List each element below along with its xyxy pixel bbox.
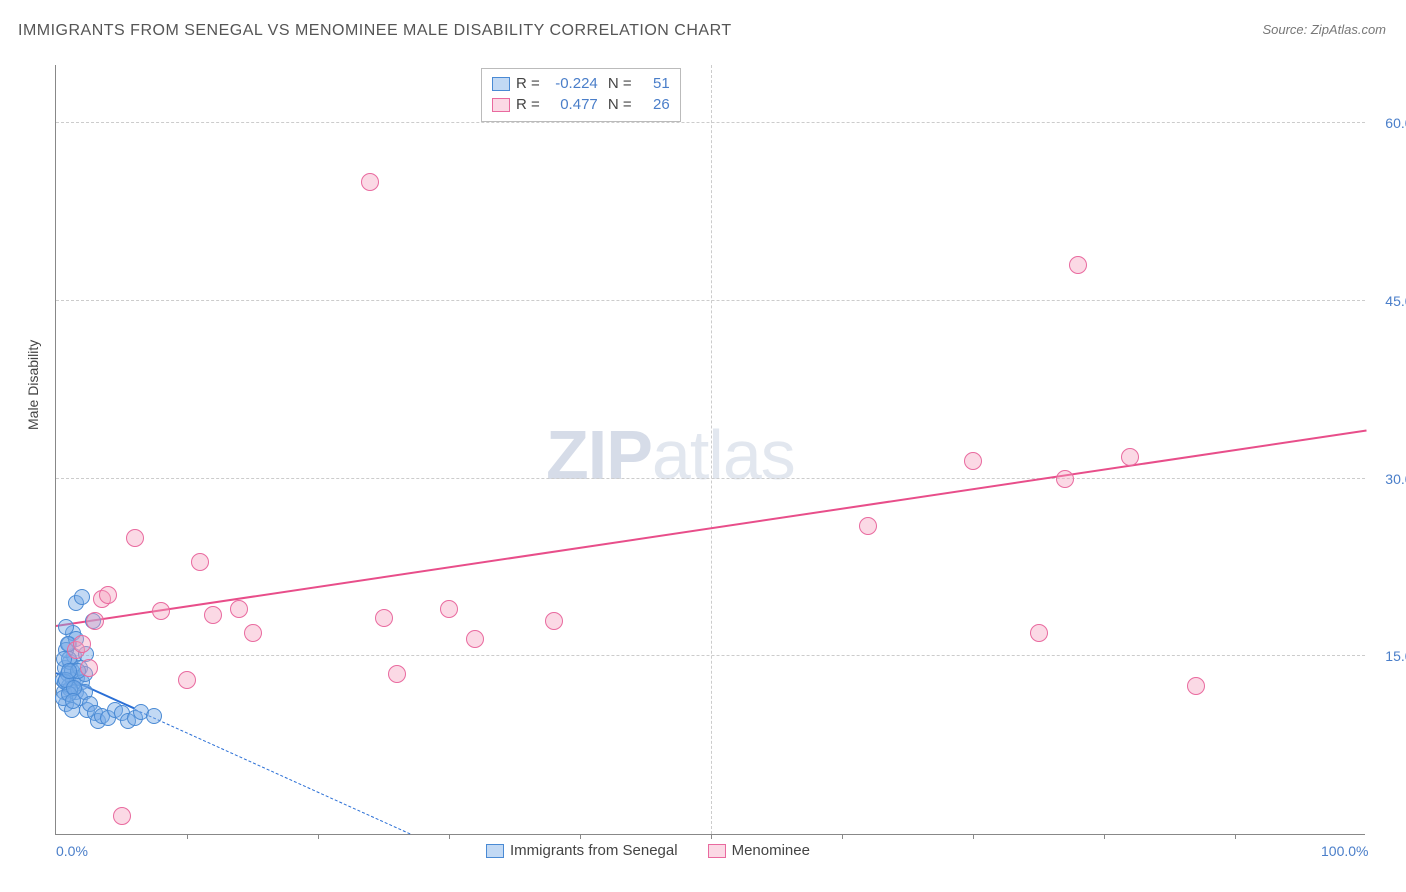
y-axis-label: Male Disability xyxy=(25,340,41,430)
x-tick-mark xyxy=(711,834,712,839)
scatter-point-series-1 xyxy=(859,517,877,535)
stat-r-value-1: 0.477 xyxy=(546,96,598,113)
plot-area: ZIPatlas R = -0.224 N = 51 R = 0.477 N =… xyxy=(55,65,1365,835)
scatter-point-series-1 xyxy=(204,606,222,624)
y-tick-label: 60.0% xyxy=(1370,115,1406,131)
stats-swatch-0 xyxy=(492,77,510,91)
x-tick-mark xyxy=(973,834,974,839)
scatter-point-series-1 xyxy=(80,659,98,677)
scatter-point-series-1 xyxy=(1069,256,1087,274)
scatter-point-series-1 xyxy=(86,612,104,630)
stat-n-label: N = xyxy=(604,96,632,113)
stat-n-label: N = xyxy=(604,75,632,92)
x-tick-mark xyxy=(449,834,450,839)
legend-item-0: Immigrants from Senegal xyxy=(486,842,678,859)
stat-r-label: R = xyxy=(516,96,540,113)
scatter-point-series-1 xyxy=(440,600,458,618)
stats-row-series-0: R = -0.224 N = 51 xyxy=(492,73,670,94)
stats-swatch-1 xyxy=(492,98,510,112)
scatter-point-series-1 xyxy=(1187,677,1205,695)
x-tick-mark xyxy=(318,834,319,839)
x-tick-mark xyxy=(580,834,581,839)
legend-label: Menominee xyxy=(732,842,810,859)
stats-row-series-1: R = 0.477 N = 26 xyxy=(492,94,670,115)
scatter-point-series-1 xyxy=(73,635,91,653)
x-tick-label: 0.0% xyxy=(56,843,88,859)
scatter-point-series-0 xyxy=(74,589,90,605)
chart-title: IMMIGRANTS FROM SENEGAL VS MENOMINEE MAL… xyxy=(18,22,732,40)
y-tick-label: 15.0% xyxy=(1370,648,1406,664)
stat-n-value-0: 51 xyxy=(638,75,670,92)
y-tick-label: 45.0% xyxy=(1370,293,1406,309)
scatter-point-series-0 xyxy=(65,693,81,709)
x-tick-label: 100.0% xyxy=(1321,843,1368,859)
scatter-point-series-1 xyxy=(388,665,406,683)
legend-swatch xyxy=(486,844,504,858)
scatter-point-series-1 xyxy=(545,612,563,630)
scatter-point-series-1 xyxy=(244,624,262,642)
stat-n-value-1: 26 xyxy=(638,96,670,113)
scatter-point-series-1 xyxy=(230,600,248,618)
x-tick-mark xyxy=(1235,834,1236,839)
scatter-point-series-0 xyxy=(61,663,77,679)
x-tick-mark xyxy=(187,834,188,839)
watermark-rest: atlas xyxy=(652,416,795,494)
x-tick-mark xyxy=(1104,834,1105,839)
scatter-point-series-0 xyxy=(58,619,74,635)
watermark: ZIPatlas xyxy=(546,415,795,495)
source-label: Source: ZipAtlas.com xyxy=(1262,22,1386,37)
scatter-point-series-1 xyxy=(1121,448,1139,466)
scatter-point-series-1 xyxy=(152,602,170,620)
scatter-point-series-1 xyxy=(126,529,144,547)
scatter-point-series-1 xyxy=(1030,624,1048,642)
grid-line-v xyxy=(711,65,712,834)
correlation-stats-box: R = -0.224 N = 51 R = 0.477 N = 26 xyxy=(481,68,681,122)
scatter-point-series-1 xyxy=(113,807,131,825)
legend-item-1: Menominee xyxy=(708,842,810,859)
legend-label: Immigrants from Senegal xyxy=(510,842,678,859)
scatter-point-series-1 xyxy=(191,553,209,571)
y-tick-label: 30.0% xyxy=(1370,471,1406,487)
scatter-point-series-1 xyxy=(466,630,484,648)
scatter-point-series-0 xyxy=(146,708,162,724)
scatter-point-series-1 xyxy=(361,173,379,191)
bottom-legend: Immigrants from Senegal Menominee xyxy=(486,842,810,859)
scatter-point-series-1 xyxy=(178,671,196,689)
scatter-point-series-1 xyxy=(964,452,982,470)
trend-line-series-0 xyxy=(134,709,410,834)
scatter-point-series-1 xyxy=(99,586,117,604)
x-tick-mark xyxy=(842,834,843,839)
stat-r-value-0: -0.224 xyxy=(546,75,598,92)
scatter-point-series-1 xyxy=(1056,470,1074,488)
legend-swatch xyxy=(708,844,726,858)
watermark-bold: ZIP xyxy=(546,416,652,494)
stat-r-label: R = xyxy=(516,75,540,92)
scatter-point-series-1 xyxy=(375,609,393,627)
